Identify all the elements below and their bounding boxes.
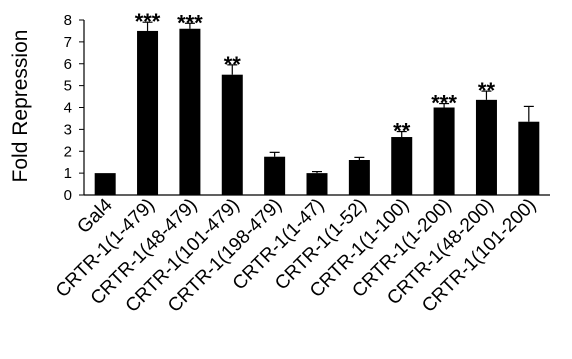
error-bar — [354, 156, 365, 160]
x-axis-category-labels: Gal4CRTR-1(1-479)CRTR-1(48-479)CRTR-1(10… — [52, 194, 540, 316]
bar — [264, 156, 286, 195]
y-tick-label: 0 — [64, 187, 72, 204]
y-tick-label: 3 — [64, 121, 72, 138]
y-tick-label: 1 — [64, 165, 72, 182]
significance-label: *** — [135, 9, 161, 34]
significance-labels: *** ********** ** — [135, 9, 496, 143]
y-axis-title: Fold Repression — [9, 30, 32, 183]
bar — [475, 99, 497, 195]
significance-label: *** — [431, 91, 457, 116]
error-bar — [396, 130, 407, 138]
error-bar — [439, 102, 450, 108]
y-tick-label: 8 — [64, 12, 72, 29]
y-tick-label: 5 — [64, 78, 72, 95]
significance-label: *** — [177, 10, 203, 35]
bar — [433, 107, 455, 195]
bar — [348, 160, 370, 195]
bar — [137, 30, 159, 195]
bar — [221, 74, 243, 195]
y-axis-ticks: 0 1 2 3 4 5 6 7 8 — [64, 12, 84, 204]
bars — [94, 28, 540, 195]
significance-label: ** — [224, 52, 242, 77]
significance-label: ** — [478, 78, 496, 103]
bar — [518, 121, 540, 195]
error-bar — [269, 151, 280, 157]
bar — [94, 173, 116, 195]
bar — [391, 137, 413, 195]
bar — [306, 173, 328, 195]
error-bar — [184, 22, 195, 29]
error-bar — [142, 21, 153, 31]
y-tick-label: 2 — [64, 143, 72, 160]
error-bar — [523, 105, 534, 122]
y-tick-label: 4 — [64, 100, 72, 117]
error-bar — [227, 64, 238, 75]
significance-label: ** — [393, 119, 411, 144]
error-bar — [312, 170, 322, 174]
error-bar — [481, 90, 492, 100]
y-tick-label: 7 — [64, 34, 72, 51]
error-bars — [142, 21, 534, 174]
y-tick-label: 6 — [64, 56, 72, 73]
bar — [179, 28, 201, 195]
